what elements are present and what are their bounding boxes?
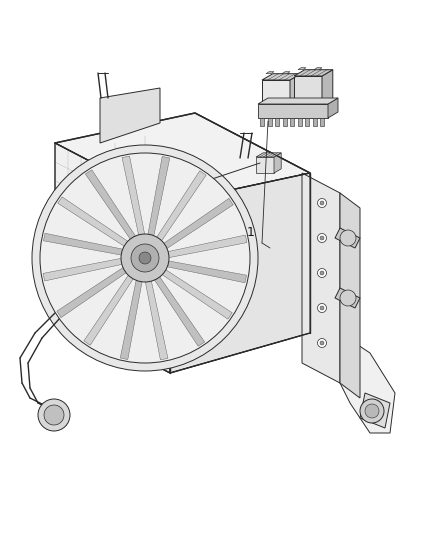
Polygon shape bbox=[294, 76, 322, 106]
Circle shape bbox=[44, 405, 64, 425]
Polygon shape bbox=[153, 275, 205, 346]
Polygon shape bbox=[275, 118, 279, 126]
Polygon shape bbox=[55, 113, 310, 203]
Circle shape bbox=[318, 269, 326, 278]
Polygon shape bbox=[266, 72, 274, 74]
Polygon shape bbox=[165, 261, 247, 282]
Circle shape bbox=[318, 303, 326, 312]
Circle shape bbox=[320, 306, 324, 310]
Text: 1: 1 bbox=[247, 227, 255, 239]
Polygon shape bbox=[340, 193, 360, 398]
Circle shape bbox=[320, 271, 324, 275]
Polygon shape bbox=[162, 198, 233, 249]
Circle shape bbox=[38, 399, 70, 431]
Polygon shape bbox=[145, 279, 168, 360]
Polygon shape bbox=[290, 74, 301, 110]
Polygon shape bbox=[335, 288, 360, 308]
Polygon shape bbox=[322, 70, 333, 106]
Polygon shape bbox=[260, 118, 264, 126]
Circle shape bbox=[360, 399, 384, 423]
Polygon shape bbox=[262, 74, 301, 80]
Polygon shape bbox=[55, 143, 170, 373]
Polygon shape bbox=[310, 333, 395, 433]
Polygon shape bbox=[85, 170, 137, 241]
Polygon shape bbox=[58, 197, 130, 247]
Polygon shape bbox=[314, 68, 322, 70]
Polygon shape bbox=[268, 118, 272, 126]
Polygon shape bbox=[148, 157, 170, 238]
Circle shape bbox=[320, 201, 324, 205]
Circle shape bbox=[32, 145, 258, 371]
Polygon shape bbox=[122, 156, 145, 237]
Polygon shape bbox=[262, 80, 290, 110]
Polygon shape bbox=[282, 72, 290, 74]
Polygon shape bbox=[100, 88, 160, 143]
Circle shape bbox=[340, 290, 356, 306]
Polygon shape bbox=[312, 118, 317, 126]
Polygon shape bbox=[258, 104, 328, 118]
Polygon shape bbox=[360, 393, 390, 428]
Polygon shape bbox=[170, 173, 310, 373]
Circle shape bbox=[318, 338, 326, 348]
Polygon shape bbox=[298, 68, 306, 70]
Polygon shape bbox=[302, 173, 340, 383]
Polygon shape bbox=[335, 228, 360, 248]
Polygon shape bbox=[297, 118, 301, 126]
Polygon shape bbox=[166, 235, 247, 258]
Circle shape bbox=[121, 234, 169, 282]
Circle shape bbox=[139, 252, 151, 264]
Polygon shape bbox=[320, 118, 324, 126]
Polygon shape bbox=[256, 153, 281, 157]
Polygon shape bbox=[283, 118, 286, 126]
Circle shape bbox=[120, 233, 180, 293]
Polygon shape bbox=[256, 157, 274, 173]
Polygon shape bbox=[290, 118, 294, 126]
Polygon shape bbox=[294, 70, 333, 76]
Polygon shape bbox=[258, 98, 338, 104]
Circle shape bbox=[40, 153, 250, 363]
Polygon shape bbox=[57, 266, 128, 318]
Polygon shape bbox=[274, 153, 281, 173]
Polygon shape bbox=[43, 233, 125, 255]
Circle shape bbox=[318, 233, 326, 243]
Circle shape bbox=[365, 404, 379, 418]
Polygon shape bbox=[161, 269, 232, 319]
Polygon shape bbox=[43, 258, 124, 281]
Circle shape bbox=[320, 236, 324, 240]
Circle shape bbox=[320, 341, 324, 345]
Circle shape bbox=[318, 198, 326, 207]
Polygon shape bbox=[305, 118, 309, 126]
Circle shape bbox=[340, 230, 356, 246]
Circle shape bbox=[131, 244, 159, 272]
Polygon shape bbox=[120, 278, 142, 360]
Polygon shape bbox=[84, 273, 134, 345]
Polygon shape bbox=[328, 98, 338, 118]
Polygon shape bbox=[156, 171, 206, 243]
